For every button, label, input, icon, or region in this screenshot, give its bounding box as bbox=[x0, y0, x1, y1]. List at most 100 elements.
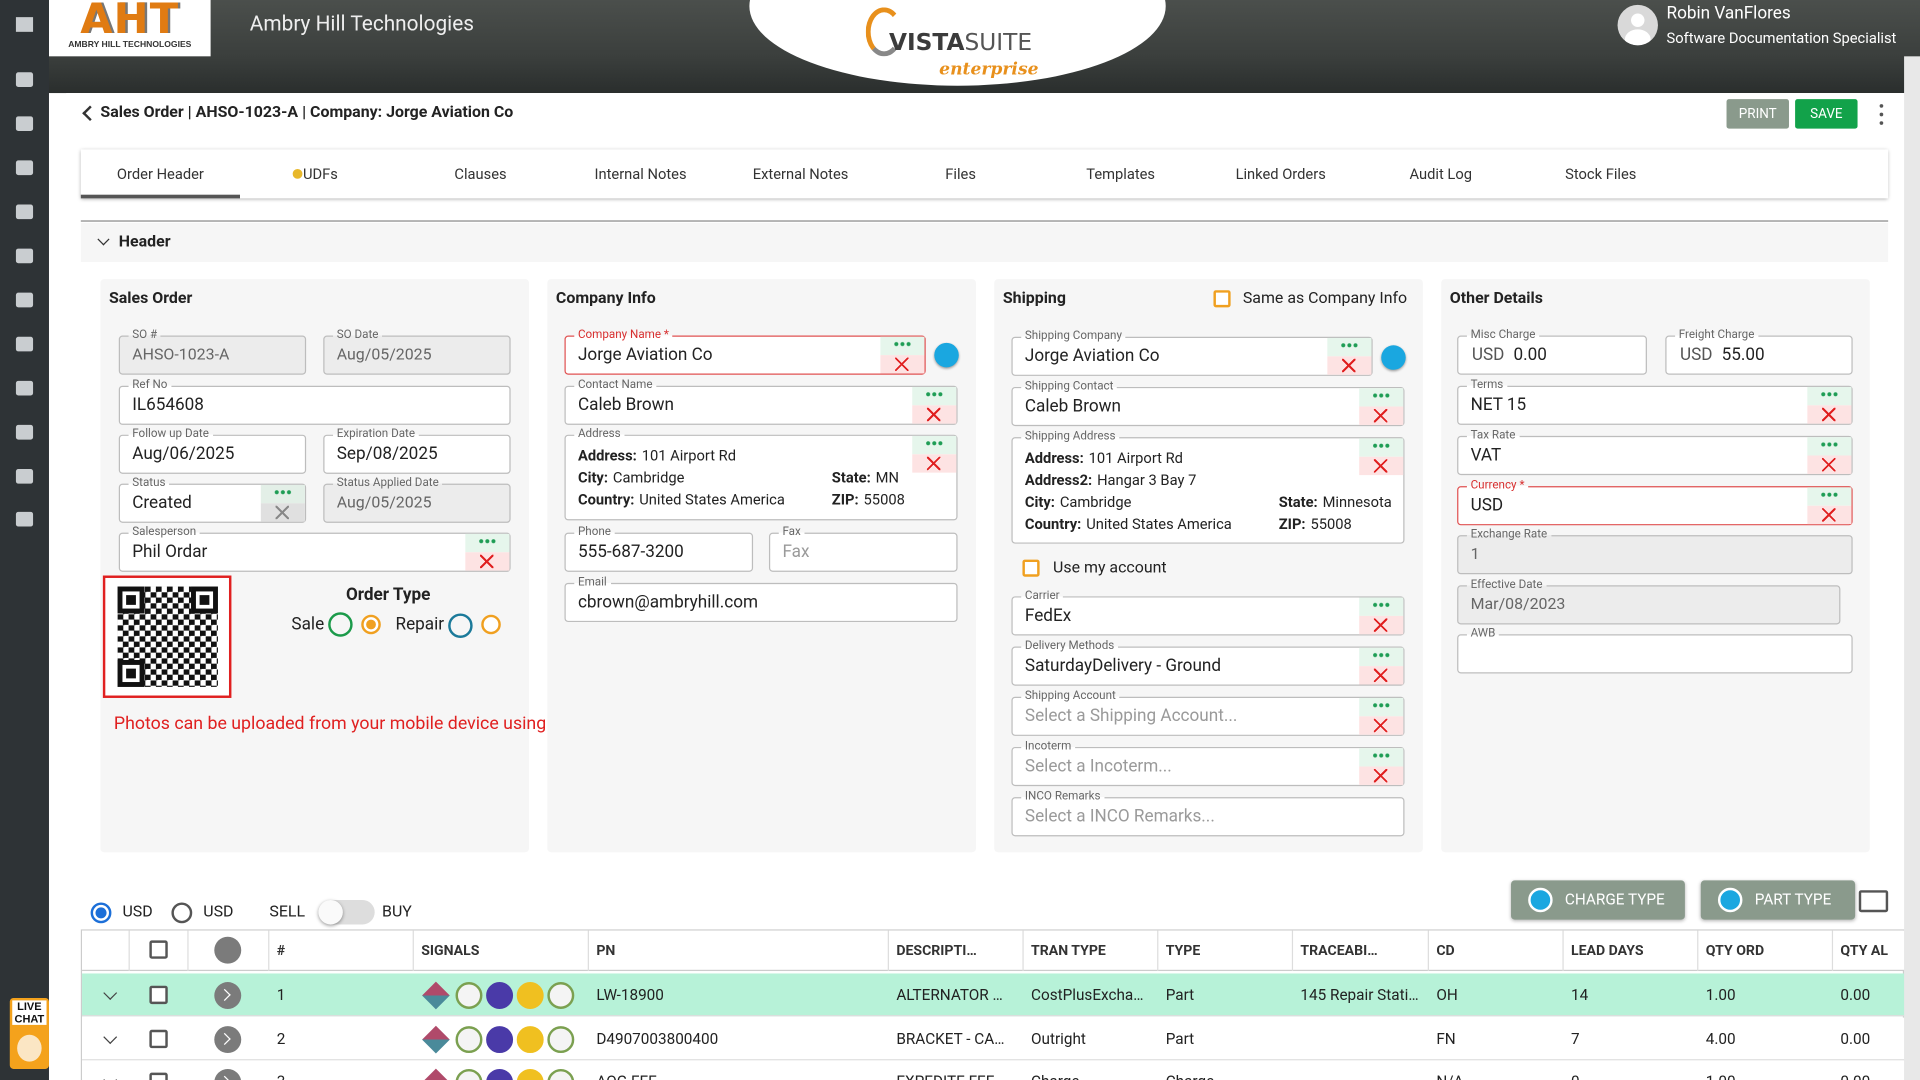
tab[interactable]: Linked Orders bbox=[1236, 165, 1326, 182]
field[interactable]: Contact NameCaleb Brown bbox=[564, 386, 957, 425]
nav-icon[interactable] bbox=[16, 381, 33, 396]
field[interactable]: StatusCreated bbox=[119, 484, 306, 523]
field[interactable]: Shipping CompanyJorge Aviation Co bbox=[1011, 337, 1372, 376]
more-button[interactable] bbox=[1807, 487, 1851, 505]
column-header[interactable]: CD bbox=[1436, 942, 1454, 959]
save-button[interactable]: SAVE bbox=[1795, 99, 1857, 128]
column-header[interactable]: # bbox=[277, 942, 285, 959]
field[interactable]: Emailcbrown@ambryhill.com bbox=[564, 583, 957, 622]
radio[interactable] bbox=[171, 902, 192, 923]
more-button[interactable] bbox=[261, 485, 305, 503]
field[interactable]: AddressAddress:101 Airport RdCity:Cambri… bbox=[564, 435, 957, 521]
field[interactable]: TermsNET 15 bbox=[1457, 386, 1853, 425]
more-button[interactable] bbox=[1807, 387, 1851, 405]
more-button[interactable] bbox=[1807, 437, 1851, 455]
field[interactable]: Shipping AddressAddress:101 Airport RdAd… bbox=[1011, 437, 1404, 544]
field[interactable]: Ref NoIL654608 bbox=[119, 386, 511, 425]
view-button[interactable] bbox=[934, 343, 958, 367]
checkbox[interactable] bbox=[1022, 560, 1039, 577]
field[interactable]: Misc ChargeUSD0.00 bbox=[1457, 336, 1647, 375]
nav-icon[interactable] bbox=[16, 17, 33, 32]
more-button[interactable] bbox=[465, 534, 509, 552]
print-button[interactable]: PRINT bbox=[1727, 99, 1789, 128]
tab[interactable]: Internal Notes bbox=[594, 165, 686, 182]
field[interactable]: CarrierFedEx bbox=[1011, 596, 1404, 635]
menu-dot[interactable] bbox=[1880, 113, 1884, 117]
more-button[interactable] bbox=[912, 387, 956, 405]
field[interactable]: Delivery MethodsSaturdayDelivery - Groun… bbox=[1011, 647, 1404, 686]
nav-icon[interactable] bbox=[16, 116, 33, 131]
column-header[interactable]: LEAD DAYS bbox=[1571, 942, 1643, 959]
nav-icon[interactable] bbox=[16, 249, 33, 264]
checkbox[interactable] bbox=[1213, 290, 1230, 307]
field[interactable]: Shipping ContactCaleb Brown bbox=[1011, 387, 1404, 426]
menu-dot[interactable] bbox=[1880, 121, 1884, 125]
clear-button[interactable] bbox=[1359, 716, 1403, 734]
checkbox[interactable] bbox=[149, 986, 167, 1004]
nav-icon[interactable] bbox=[16, 204, 33, 219]
field[interactable]: SalespersonPhil Ordar bbox=[119, 533, 511, 572]
more-button[interactable] bbox=[1359, 748, 1403, 766]
radio[interactable] bbox=[361, 615, 381, 635]
clear-button[interactable] bbox=[1359, 407, 1403, 425]
menu-dot[interactable] bbox=[1880, 104, 1884, 108]
field[interactable]: INCO RemarksSelect a INCO Remarks... bbox=[1011, 797, 1404, 836]
column-header[interactable]: TYPE bbox=[1166, 942, 1201, 959]
more-button[interactable] bbox=[1359, 598, 1403, 616]
more-button[interactable] bbox=[880, 337, 924, 355]
open-button[interactable] bbox=[214, 1026, 241, 1053]
nav-icon[interactable] bbox=[16, 337, 33, 352]
tab[interactable]: Stock Files bbox=[1565, 165, 1636, 182]
clear-button[interactable] bbox=[1359, 457, 1403, 475]
field[interactable]: FaxFax bbox=[769, 533, 958, 572]
field[interactable]: Freight ChargeUSD55.00 bbox=[1665, 336, 1852, 375]
clear-button[interactable] bbox=[1359, 767, 1403, 785]
field[interactable]: Currency *USD bbox=[1457, 486, 1853, 525]
clear-button[interactable] bbox=[880, 355, 924, 373]
live-chat[interactable]: LIVE CHAT bbox=[10, 998, 49, 1069]
column-header[interactable]: TRAN TYPE bbox=[1031, 942, 1106, 959]
tab[interactable]: External Notes bbox=[753, 165, 849, 182]
add-button[interactable]: PART TYPE bbox=[1701, 880, 1855, 919]
clear-button[interactable] bbox=[1359, 616, 1403, 634]
clear-button[interactable] bbox=[1807, 405, 1851, 423]
field[interactable]: Company Name *Jorge Aviation Co bbox=[564, 336, 925, 375]
nav-icon[interactable] bbox=[16, 425, 33, 440]
add-button[interactable]: CHARGE TYPE bbox=[1511, 880, 1685, 919]
field[interactable]: AWB bbox=[1457, 634, 1853, 673]
checkbox[interactable] bbox=[149, 940, 167, 958]
nav-icon[interactable] bbox=[16, 512, 33, 527]
radio[interactable] bbox=[91, 902, 112, 923]
field[interactable]: Expiration DateSep/08/2025 bbox=[323, 435, 510, 474]
clear-button[interactable] bbox=[465, 552, 509, 570]
column-header[interactable]: PN bbox=[596, 942, 615, 959]
column-header[interactable]: QTY AL bbox=[1840, 942, 1888, 959]
edit-all-button[interactable] bbox=[214, 937, 241, 964]
nav-icon[interactable] bbox=[16, 293, 33, 308]
view-button[interactable] bbox=[1381, 345, 1405, 369]
tab[interactable]: Order Header bbox=[117, 165, 204, 182]
radio[interactable] bbox=[481, 615, 501, 635]
nav-icon[interactable] bbox=[16, 469, 33, 484]
field[interactable]: Phone555-687-3200 bbox=[564, 533, 753, 572]
clear-button[interactable] bbox=[912, 454, 956, 472]
more-button[interactable] bbox=[1359, 648, 1403, 666]
field[interactable]: Tax RateVAT bbox=[1457, 436, 1853, 475]
field[interactable]: IncotermSelect a Incoterm... bbox=[1011, 747, 1404, 786]
more-button[interactable] bbox=[1359, 388, 1403, 406]
tab[interactable]: Templates bbox=[1086, 165, 1155, 182]
more-button[interactable] bbox=[1359, 438, 1403, 456]
tab[interactable]: Files bbox=[945, 165, 976, 182]
more-button[interactable] bbox=[1359, 698, 1403, 716]
open-button[interactable] bbox=[214, 982, 241, 1009]
nav-icon[interactable] bbox=[16, 160, 33, 175]
more-button[interactable] bbox=[912, 436, 956, 454]
clear-button[interactable] bbox=[912, 405, 956, 423]
column-header[interactable]: TRACEABI… bbox=[1300, 942, 1377, 959]
buy-sell-toggle[interactable] bbox=[318, 900, 374, 924]
checkbox[interactable] bbox=[149, 1073, 167, 1080]
field[interactable]: Shipping AccountSelect a Shipping Accoun… bbox=[1011, 697, 1404, 736]
clear-button[interactable] bbox=[1807, 506, 1851, 524]
clear-button[interactable] bbox=[261, 503, 305, 521]
clear-button[interactable] bbox=[1327, 356, 1371, 374]
